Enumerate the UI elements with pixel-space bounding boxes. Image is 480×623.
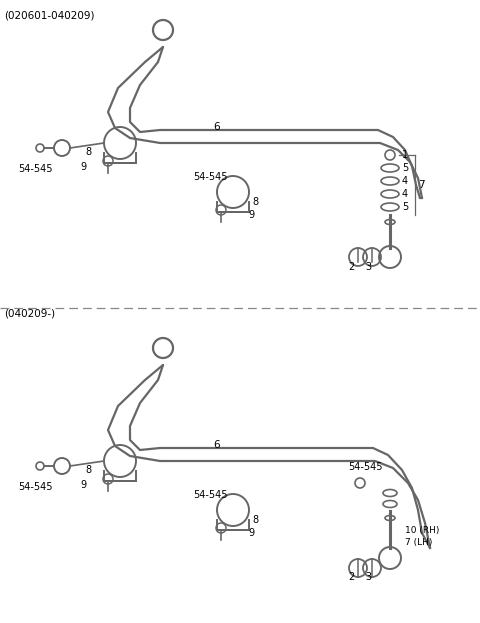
Text: 3: 3 (365, 572, 371, 582)
Text: 5: 5 (402, 163, 408, 173)
Text: 8: 8 (85, 147, 91, 157)
Text: 4: 4 (402, 189, 408, 199)
Text: 8: 8 (252, 515, 258, 525)
Text: 54-545: 54-545 (18, 164, 52, 174)
Text: 9: 9 (80, 480, 86, 490)
Text: 54-545: 54-545 (193, 172, 228, 182)
Text: 6: 6 (213, 122, 220, 132)
Text: 3: 3 (365, 262, 371, 272)
Text: (040209-): (040209-) (4, 308, 55, 318)
Text: 54-545: 54-545 (18, 482, 52, 492)
Text: 9: 9 (248, 210, 254, 220)
Text: 10 (RH): 10 (RH) (405, 526, 439, 535)
Text: 4: 4 (402, 176, 408, 186)
Text: 7: 7 (418, 180, 425, 190)
Text: (020601-040209): (020601-040209) (4, 10, 95, 20)
Text: 8: 8 (252, 197, 258, 207)
Text: 2: 2 (348, 572, 354, 582)
Text: 2: 2 (348, 262, 354, 272)
Text: 8: 8 (85, 465, 91, 475)
Text: 6: 6 (213, 440, 220, 450)
Text: 9: 9 (80, 162, 86, 172)
Text: 7 (LH): 7 (LH) (405, 538, 432, 547)
Text: 5: 5 (402, 202, 408, 212)
Text: 54-545: 54-545 (193, 490, 228, 500)
Text: 9: 9 (248, 528, 254, 538)
Text: 54-545: 54-545 (348, 462, 383, 472)
Text: 1: 1 (402, 150, 408, 160)
